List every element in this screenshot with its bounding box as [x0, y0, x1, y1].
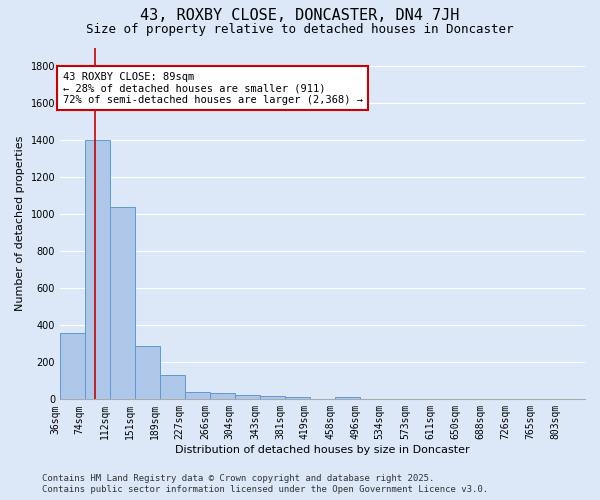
- Bar: [85, 140, 110, 400]
- Text: Contains HM Land Registry data © Crown copyright and database right 2025.
Contai: Contains HM Land Registry data © Crown c…: [42, 474, 488, 494]
- Bar: [260, 396, 285, 400]
- Bar: [135, 346, 160, 400]
- Bar: [335, 396, 360, 400]
- Bar: [110, 207, 135, 400]
- X-axis label: Distribution of detached houses by size in Doncaster: Distribution of detached houses by size …: [175, 445, 470, 455]
- Bar: [285, 396, 310, 400]
- Bar: [210, 393, 235, 400]
- Bar: [60, 332, 85, 400]
- Y-axis label: Number of detached properties: Number of detached properties: [15, 136, 25, 311]
- Text: 43 ROXBY CLOSE: 89sqm
← 28% of detached houses are smaller (911)
72% of semi-det: 43 ROXBY CLOSE: 89sqm ← 28% of detached …: [62, 72, 362, 105]
- Bar: [185, 392, 210, 400]
- Bar: [235, 394, 260, 400]
- Text: Size of property relative to detached houses in Doncaster: Size of property relative to detached ho…: [86, 22, 514, 36]
- Bar: [160, 376, 185, 400]
- Text: 43, ROXBY CLOSE, DONCASTER, DN4 7JH: 43, ROXBY CLOSE, DONCASTER, DN4 7JH: [140, 8, 460, 22]
